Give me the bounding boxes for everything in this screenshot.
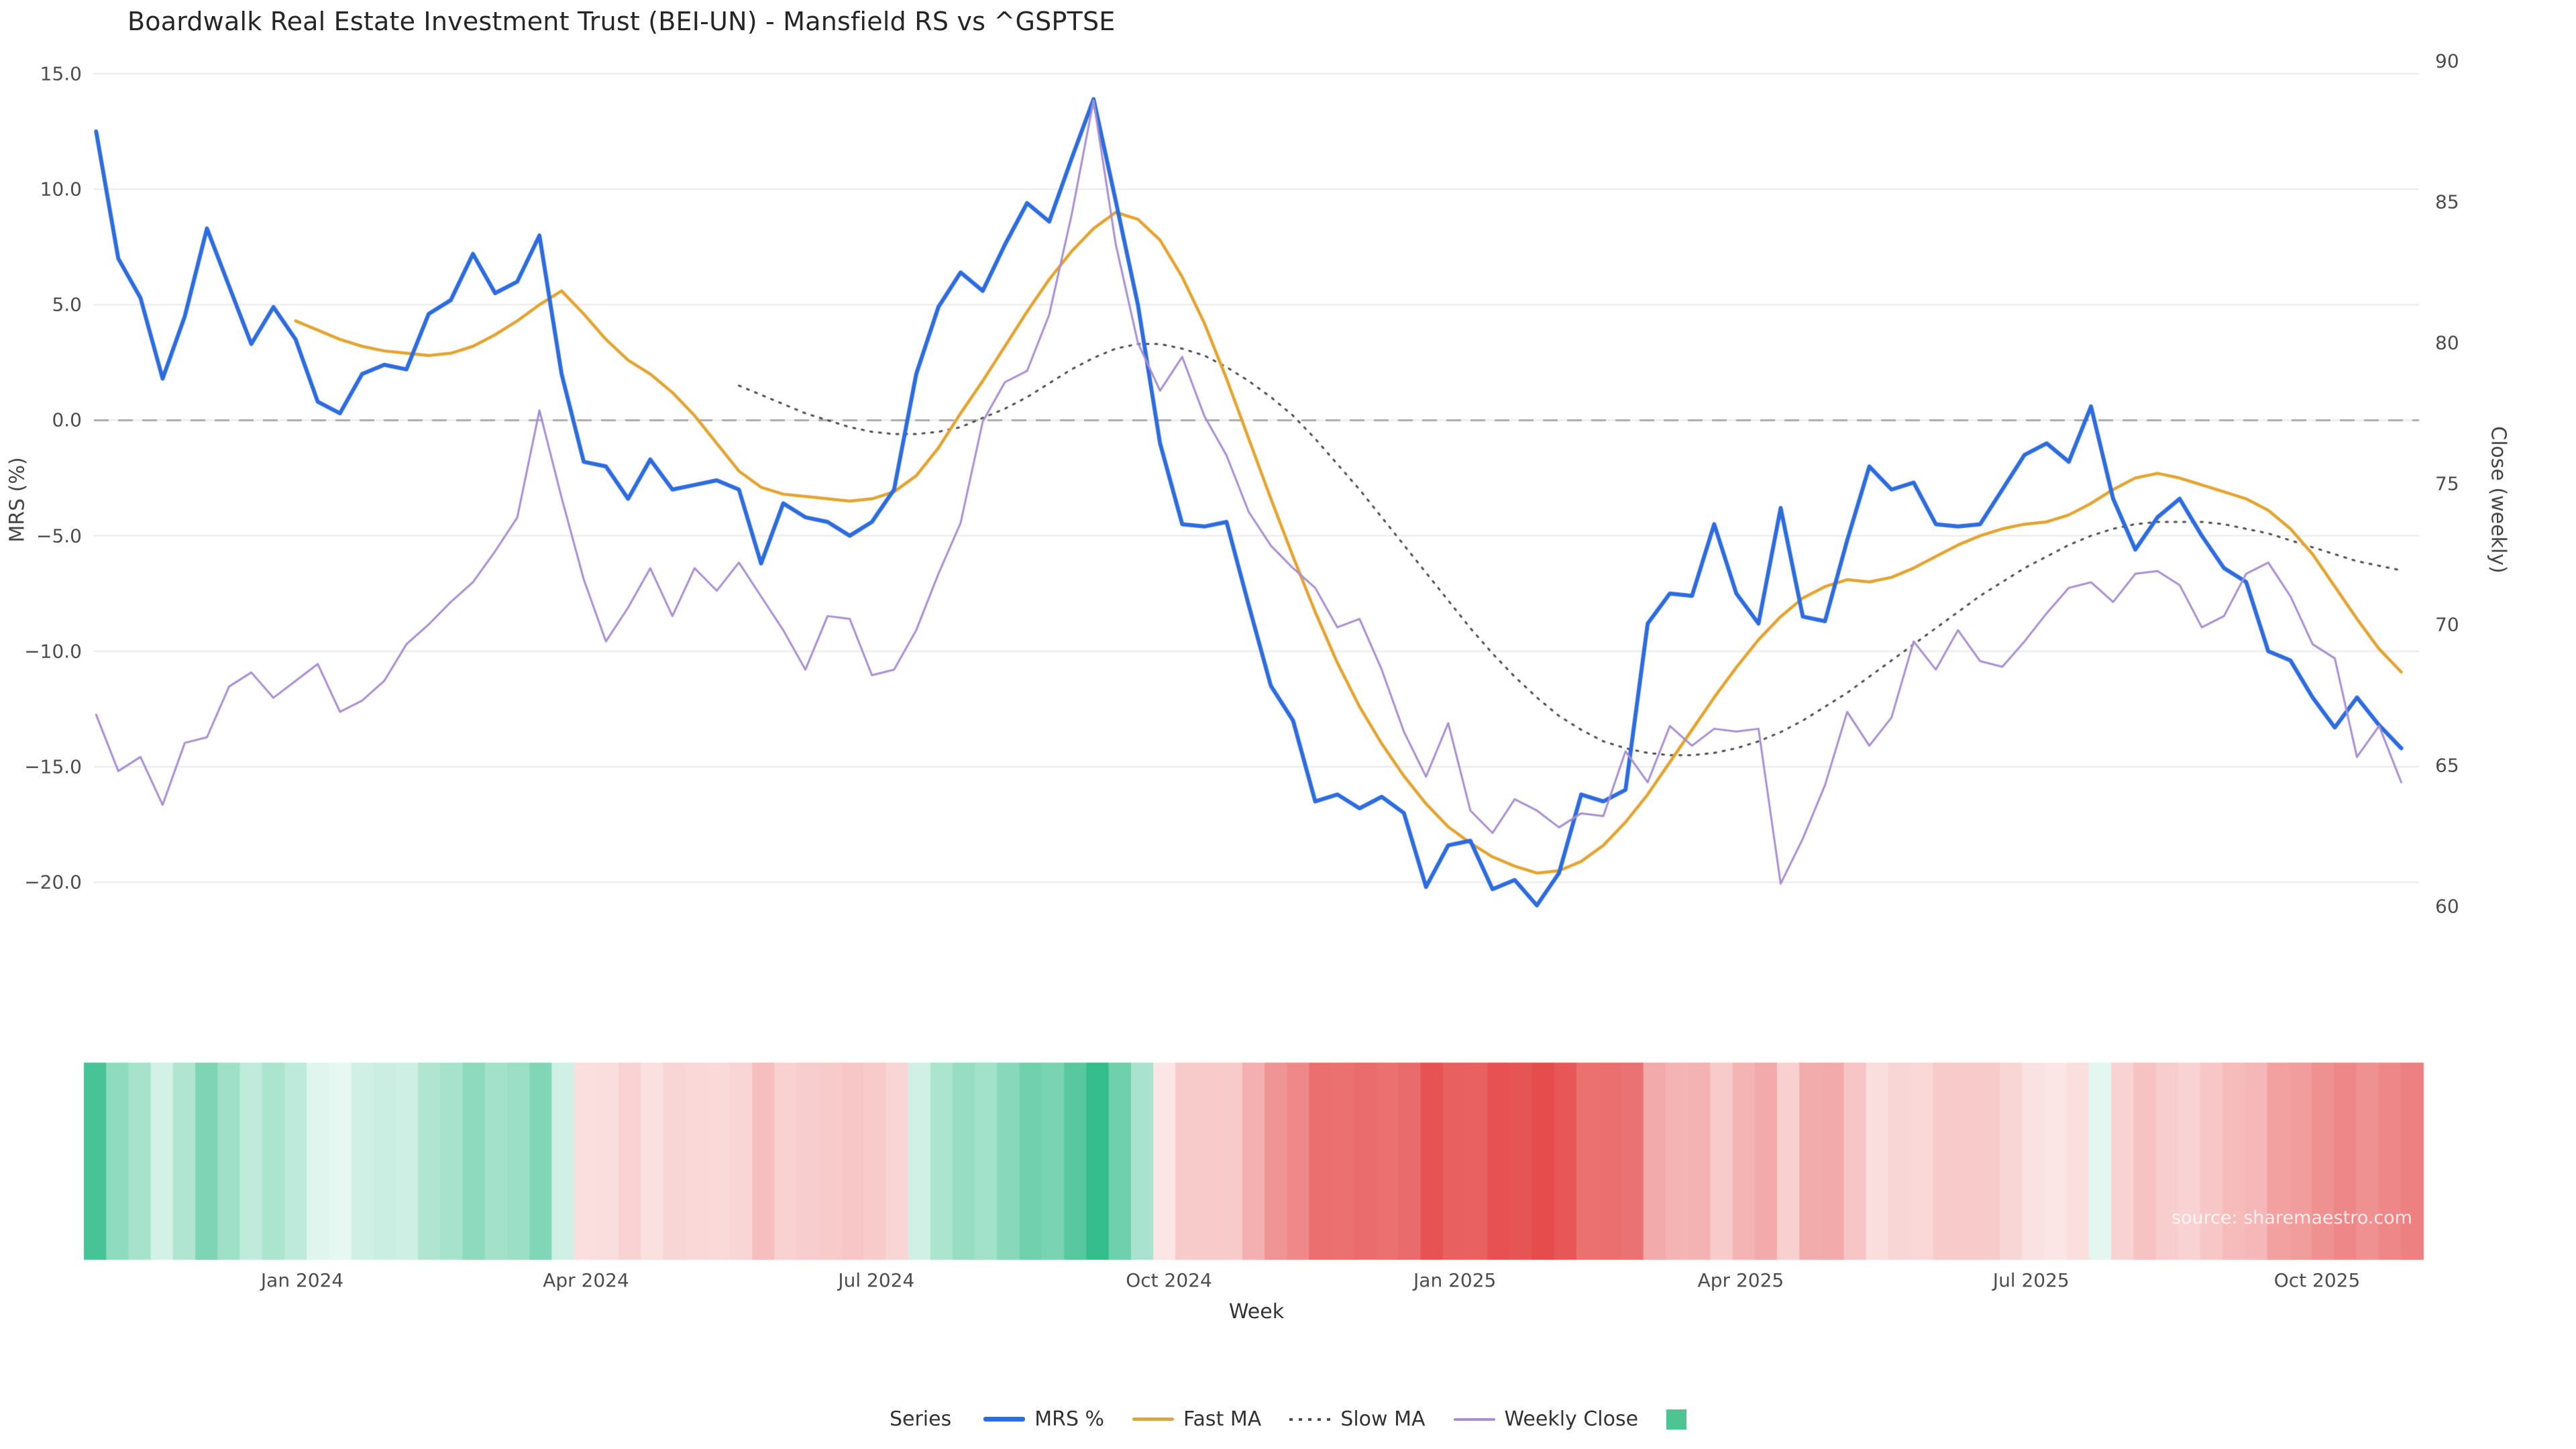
y-left-tick-label: −15.0	[24, 755, 82, 778]
legend-label: Fast MA	[1183, 1407, 1262, 1431]
legend-item-mrs-: MRS %	[983, 1407, 1104, 1431]
y-left-tick-label: 10.0	[40, 178, 82, 201]
x-tick-label: Jan 2025	[1413, 1269, 1497, 1291]
x-tick-label: Apr 2024	[543, 1269, 629, 1291]
y-left-tick-label: −5.0	[36, 525, 82, 547]
x-tick-label: Jan 2024	[260, 1269, 344, 1291]
source-watermark: source: sharemaestro.com	[2171, 1208, 2412, 1228]
line-swatch-icon	[1132, 1417, 1175, 1421]
legend-item-slow-ma: Slow MA	[1289, 1407, 1426, 1431]
chart-title: Boardwalk Real Estate Investment Trust (…	[127, 7, 1116, 36]
line-swatch-icon	[1289, 1417, 1332, 1421]
x-tick-label: Jul 2024	[838, 1269, 915, 1291]
legend-label: Slow MA	[1340, 1407, 1426, 1431]
legend: Series MRS % Fast MA Slow MA Weekly Close	[0, 1407, 2576, 1431]
y-right-tick-label: 85	[2435, 191, 2459, 213]
legend-item-fast-ma: Fast MA	[1132, 1407, 1261, 1431]
y-left-tick-label: −20.0	[24, 871, 82, 894]
right-axis-title: Close (weekly)	[2486, 426, 2510, 574]
y-left-tick-label: 5.0	[52, 293, 82, 316]
y-right-tick-label: 80	[2435, 331, 2459, 354]
y-right-tick-label: 75	[2435, 472, 2459, 495]
heatmap-swatch-icon	[1666, 1409, 1687, 1430]
legend-item-heatmap	[1666, 1409, 1687, 1430]
x-tick-label: Oct 2025	[2273, 1269, 2361, 1291]
legend-title: Series	[889, 1407, 952, 1431]
y-right-tick-label: 65	[2435, 754, 2459, 777]
y-left-tick-label: 0.0	[52, 409, 82, 431]
x-tick-label: Jul 2025	[1992, 1269, 2070, 1291]
y-left-tick-label: −10.0	[24, 640, 82, 663]
x-axis-title: Week	[1228, 1300, 1285, 1324]
legend-items: MRS % Fast MA Slow MA Weekly Close	[983, 1407, 1687, 1431]
y-right-tick-label: 70	[2435, 613, 2459, 636]
y-left-tick-label: 15.0	[40, 62, 82, 85]
line-swatch-icon	[983, 1417, 1026, 1421]
legend-item-weekly-close: Weekly Close	[1453, 1407, 1639, 1431]
legend-label: MRS %	[1034, 1407, 1105, 1431]
left-axis-title: MRS (%)	[5, 457, 30, 543]
x-tick-label: Apr 2025	[1697, 1269, 1784, 1291]
y-right-tick-label: 90	[2435, 50, 2459, 72]
line-swatch-icon	[1453, 1417, 1495, 1421]
x-tick-label: Oct 2024	[1126, 1269, 1212, 1291]
y-right-tick-label: 60	[2435, 895, 2459, 918]
legend-label: Weekly Close	[1504, 1407, 1639, 1431]
